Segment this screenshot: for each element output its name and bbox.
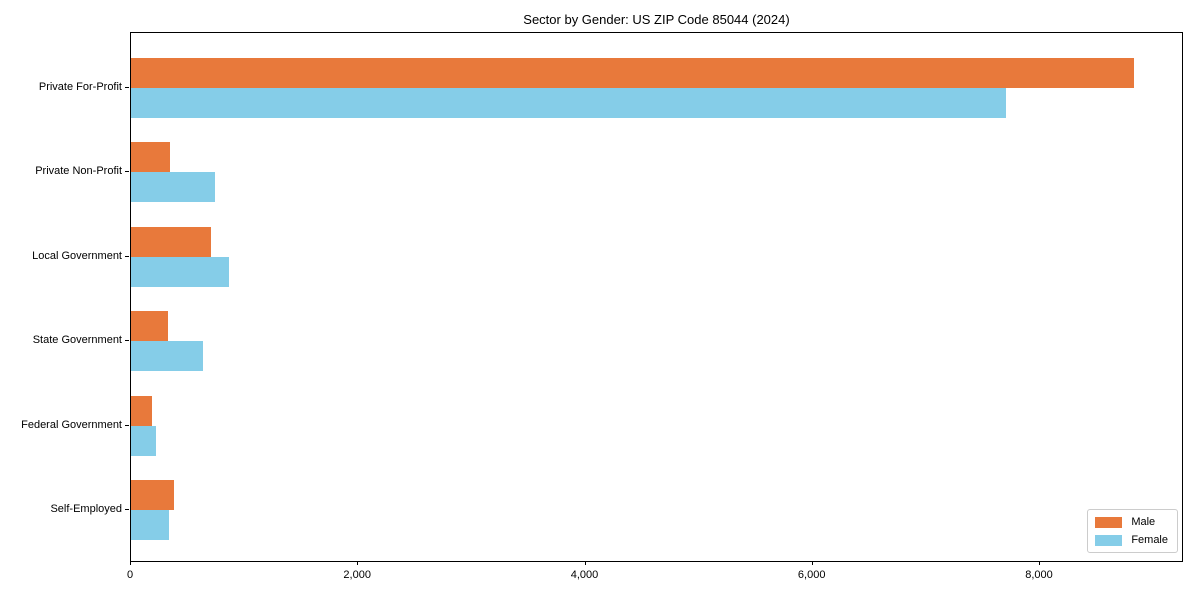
ytick-state-government [125, 340, 129, 342]
xtick-4000 [584, 561, 586, 565]
legend-item-male: Male [1095, 516, 1168, 528]
category-label-private-for-profit: Private For-Profit [38, 81, 122, 93]
category-label-state-government: State Government [32, 334, 122, 347]
xtick-2000 [357, 561, 359, 565]
legend-swatch-male [1095, 516, 1123, 528]
xtick-6000 [811, 561, 813, 565]
legend-item-female: Female [1095, 534, 1168, 546]
xtick-label-6000: 6,000 [797, 569, 826, 581]
xtick-label-4000: 4,000 [570, 569, 599, 581]
legend-swatch-female [1095, 534, 1123, 546]
category-label-self-employed: Self-Employed [50, 503, 122, 515]
category-label-local-government: Local Government [32, 249, 122, 262]
legend-label-female: Female [1131, 534, 1168, 546]
bar-female-private-for-profit [131, 88, 1006, 118]
ytick-self-employed [125, 509, 129, 510]
legend: Male Female [1087, 509, 1178, 553]
ytick-local-government [125, 255, 129, 257]
bar-male-local-government [131, 226, 211, 257]
xtick-label-2000: 2,000 [343, 569, 371, 581]
chart-title: Sector by Gender: US ZIP Code 85044 (202… [523, 12, 790, 27]
bar-male-federal-government [131, 395, 152, 426]
ytick-private-for-profit [125, 87, 129, 88]
category-label-federal-government: Federal Government [21, 418, 122, 431]
bar-female-private-non-profit [131, 172, 216, 203]
xtick-label-8000: 8,000 [1025, 569, 1053, 581]
ytick-federal-government [125, 424, 129, 426]
bar-male-self-employed [131, 480, 174, 510]
bar-female-state-government [131, 341, 204, 372]
bar-male-private-for-profit [131, 58, 1135, 88]
legend-label-male: Male [1131, 516, 1156, 528]
xtick-0 [130, 561, 131, 565]
xtick-8000 [1039, 561, 1040, 565]
bar-female-self-employed [131, 510, 170, 540]
bar-male-private-non-profit [131, 142, 170, 173]
xtick-label-0: 0 [126, 569, 134, 581]
bar-male-state-government [131, 311, 168, 342]
plot-area: Male Female [130, 32, 1183, 562]
bar-female-federal-government [131, 425, 156, 456]
category-label-private-non-profit: Private Non-Profit [35, 165, 122, 178]
ytick-private-non-profit [125, 171, 129, 173]
bar-female-local-government [131, 256, 229, 287]
